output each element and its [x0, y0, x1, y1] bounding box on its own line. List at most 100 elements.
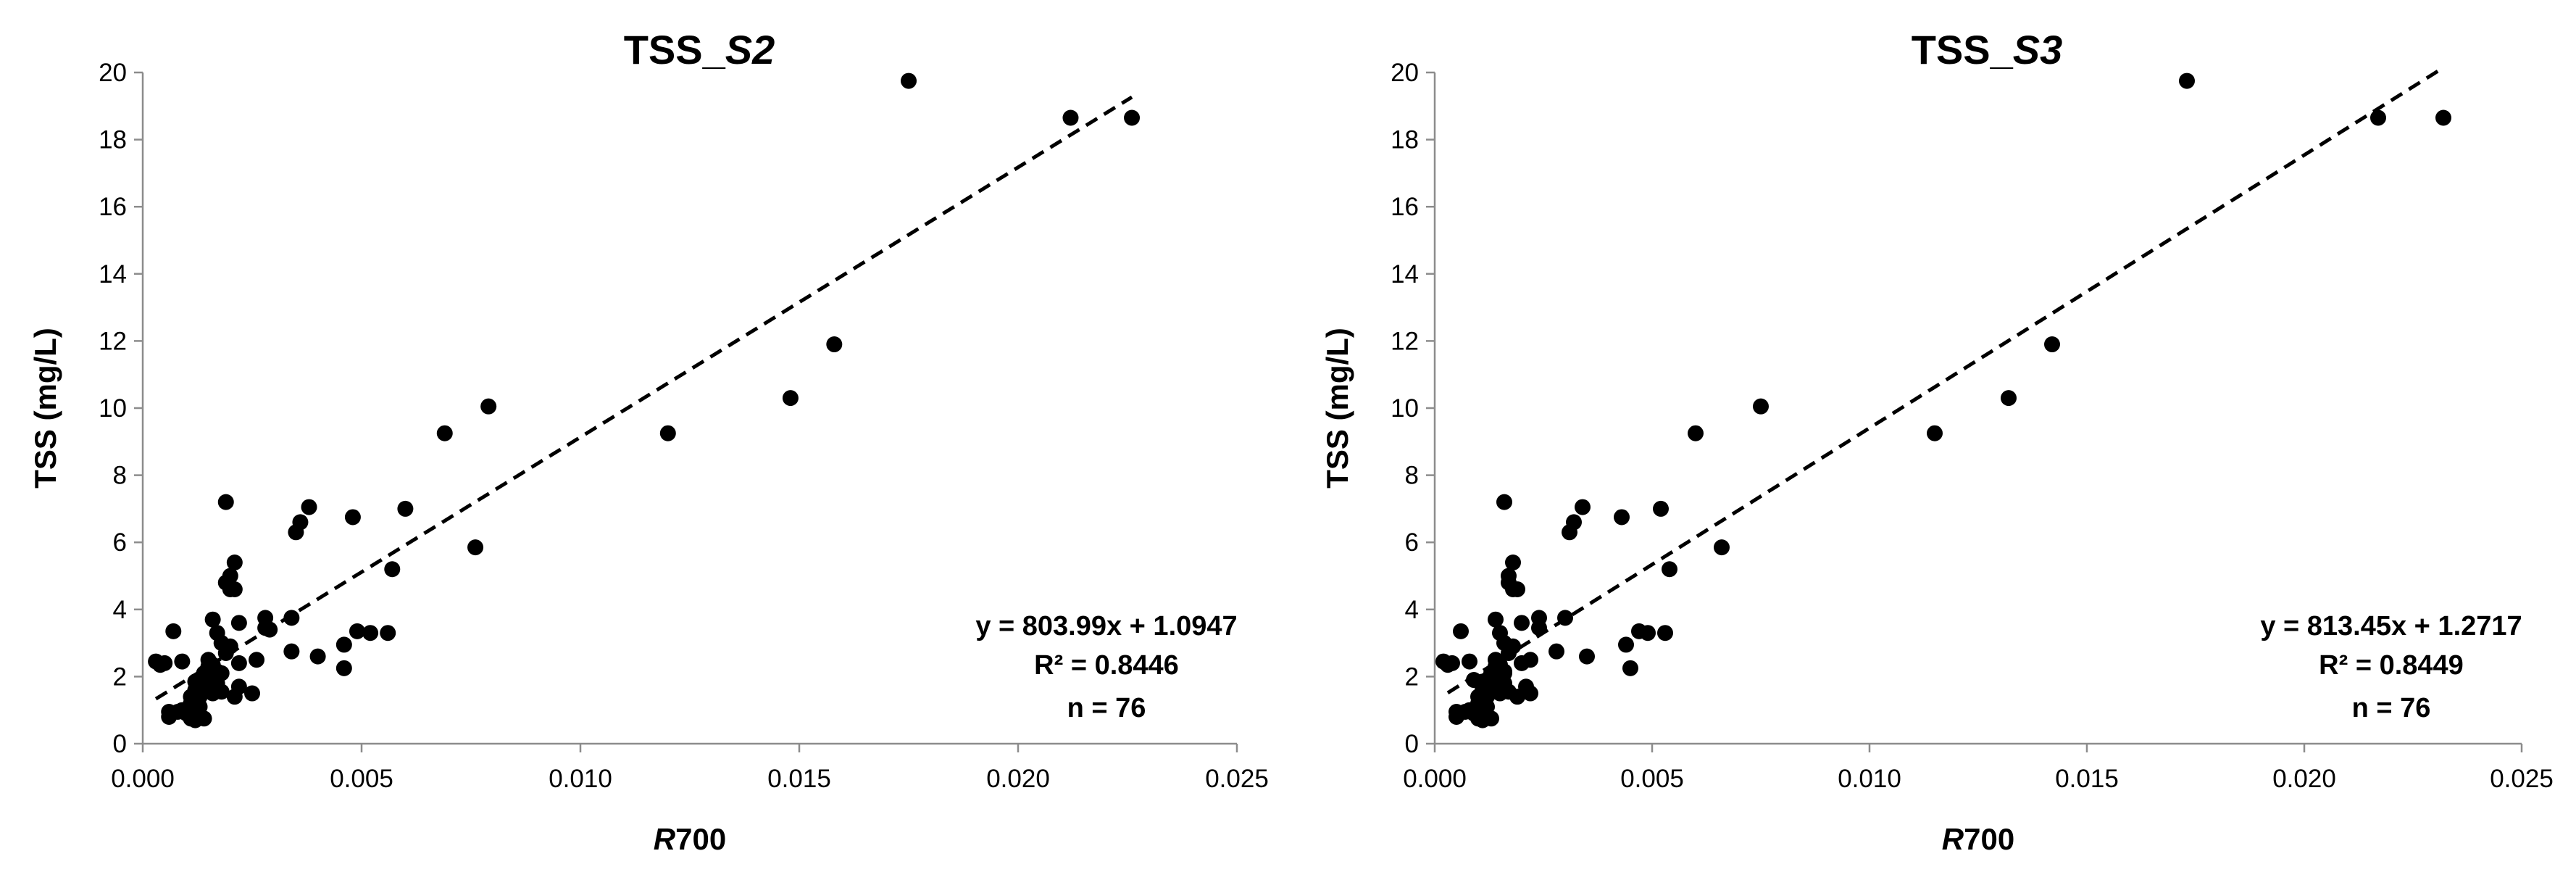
- x-tick-label: 0.000: [111, 765, 175, 793]
- chart-title: TSS_S2: [624, 27, 775, 72]
- data-point: [1618, 636, 1634, 653]
- data-point: [1579, 648, 1595, 665]
- data-point: [1557, 610, 1573, 626]
- chart-title-prefix: TSS_: [1912, 27, 2014, 72]
- y-tick-label: 4: [113, 596, 127, 624]
- data-point: [230, 615, 247, 631]
- data-point: [213, 684, 230, 700]
- data-point: [397, 500, 414, 517]
- y-tick-label: 2: [1405, 663, 1419, 691]
- x-axis-label: R700: [654, 822, 726, 856]
- data-point: [1444, 655, 1460, 671]
- data-point: [901, 72, 917, 89]
- data-point: [217, 494, 234, 510]
- data-point: [301, 499, 317, 515]
- data-point: [283, 610, 300, 626]
- data-point: [2179, 72, 2195, 89]
- data-point: [230, 678, 247, 695]
- data-point: [335, 660, 352, 676]
- data-point: [1548, 643, 1564, 660]
- y-tick-label: 6: [1405, 528, 1419, 557]
- y-tick-label: 2: [113, 663, 127, 691]
- x-tick-label: 0.000: [1403, 765, 1467, 793]
- y-tick-label: 20: [99, 59, 127, 87]
- y-tick-label: 16: [1391, 193, 1419, 221]
- data-point: [204, 611, 221, 628]
- data-point: [1575, 499, 1591, 515]
- y-tick-label: 20: [1391, 59, 1419, 87]
- data-point: [1462, 653, 1477, 670]
- regression-annotation: y = 813.45x + 1.2717: [2260, 611, 2522, 641]
- data-point: [1653, 500, 1669, 517]
- data-point: [2435, 109, 2451, 126]
- data-point: [2370, 109, 2386, 126]
- trendline: [1446, 66, 2445, 694]
- chart-tss-s2: TSS_S2 0 2 4 6 8 10 12 14 16 18 20 0.000 0.005 0.010 0.…: [28, 27, 1269, 856]
- data-point: [826, 336, 843, 353]
- data-point: [384, 561, 401, 578]
- data-point: [782, 390, 799, 407]
- y-tick-label: 12: [99, 327, 127, 355]
- data-point: [1488, 611, 1504, 628]
- data-point: [1501, 568, 1517, 584]
- data-point: [292, 514, 309, 531]
- x-tick-label: 0.005: [330, 765, 393, 793]
- y-tick-label: 12: [1391, 327, 1419, 355]
- x-axis-label: R700: [1942, 822, 2014, 856]
- data-point: [1522, 652, 1538, 668]
- trendline: [154, 95, 1133, 701]
- data-point: [1124, 109, 1141, 126]
- data-point: [1753, 398, 1769, 415]
- data-point: [362, 625, 379, 641]
- y-axis-label: TSS (mg/L): [1320, 328, 1354, 489]
- y-axis-label: TSS (mg/L): [28, 328, 62, 489]
- data-point: [283, 643, 300, 660]
- data-point: [222, 568, 238, 584]
- data-point: [344, 509, 361, 526]
- data-point: [2001, 390, 2017, 407]
- data-point: [1505, 638, 1521, 655]
- data-point: [165, 623, 182, 639]
- y-tick-label: 18: [1391, 126, 1419, 154]
- data-point: [1453, 623, 1469, 639]
- x-axis-label-num: 700: [675, 822, 726, 856]
- x-tick-label: 0.020: [2272, 765, 2336, 793]
- data-point: [659, 425, 676, 441]
- x-axis-label-r: R: [1942, 822, 1964, 856]
- data-point: [226, 554, 243, 570]
- data-point: [1466, 672, 1482, 689]
- data-point: [1662, 561, 1677, 578]
- data-point: [262, 621, 278, 638]
- x-tick-label: 0.010: [549, 765, 612, 793]
- data-point: [1062, 109, 1079, 126]
- regression-annotation: n = 76: [2352, 693, 2431, 723]
- y-tick-label: 8: [113, 462, 127, 490]
- y-tick-label: 4: [1405, 596, 1419, 624]
- x-axis-label-num: 700: [1964, 822, 2014, 856]
- data-point: [2044, 336, 2060, 353]
- data-point: [1509, 581, 1525, 598]
- regression-annotation: n = 76: [1067, 693, 1146, 723]
- data-point: [1614, 509, 1630, 526]
- data-point: [222, 638, 238, 655]
- data-point: [204, 657, 221, 673]
- data-point: [157, 655, 173, 671]
- chart-title: TSS_S3: [1912, 27, 2063, 72]
- y-tick-label: 0: [113, 730, 127, 758]
- data-point: [1492, 657, 1508, 673]
- chart-title-prefix: TSS_: [624, 27, 726, 72]
- data-point: [335, 636, 352, 653]
- x-tick-label: 0.025: [2490, 765, 2554, 793]
- x-tick-label: 0.015: [2055, 765, 2119, 793]
- data-point: [380, 625, 396, 641]
- data-point: [467, 539, 484, 556]
- data-point: [1927, 425, 1943, 441]
- data-point: [191, 699, 208, 715]
- y-tick-label: 14: [1391, 260, 1419, 288]
- data-point: [249, 652, 265, 668]
- data-point: [1522, 685, 1538, 702]
- chart-title-suffix: S2: [725, 27, 775, 72]
- y-tick-label: 10: [1391, 394, 1419, 423]
- data-point: [480, 398, 497, 415]
